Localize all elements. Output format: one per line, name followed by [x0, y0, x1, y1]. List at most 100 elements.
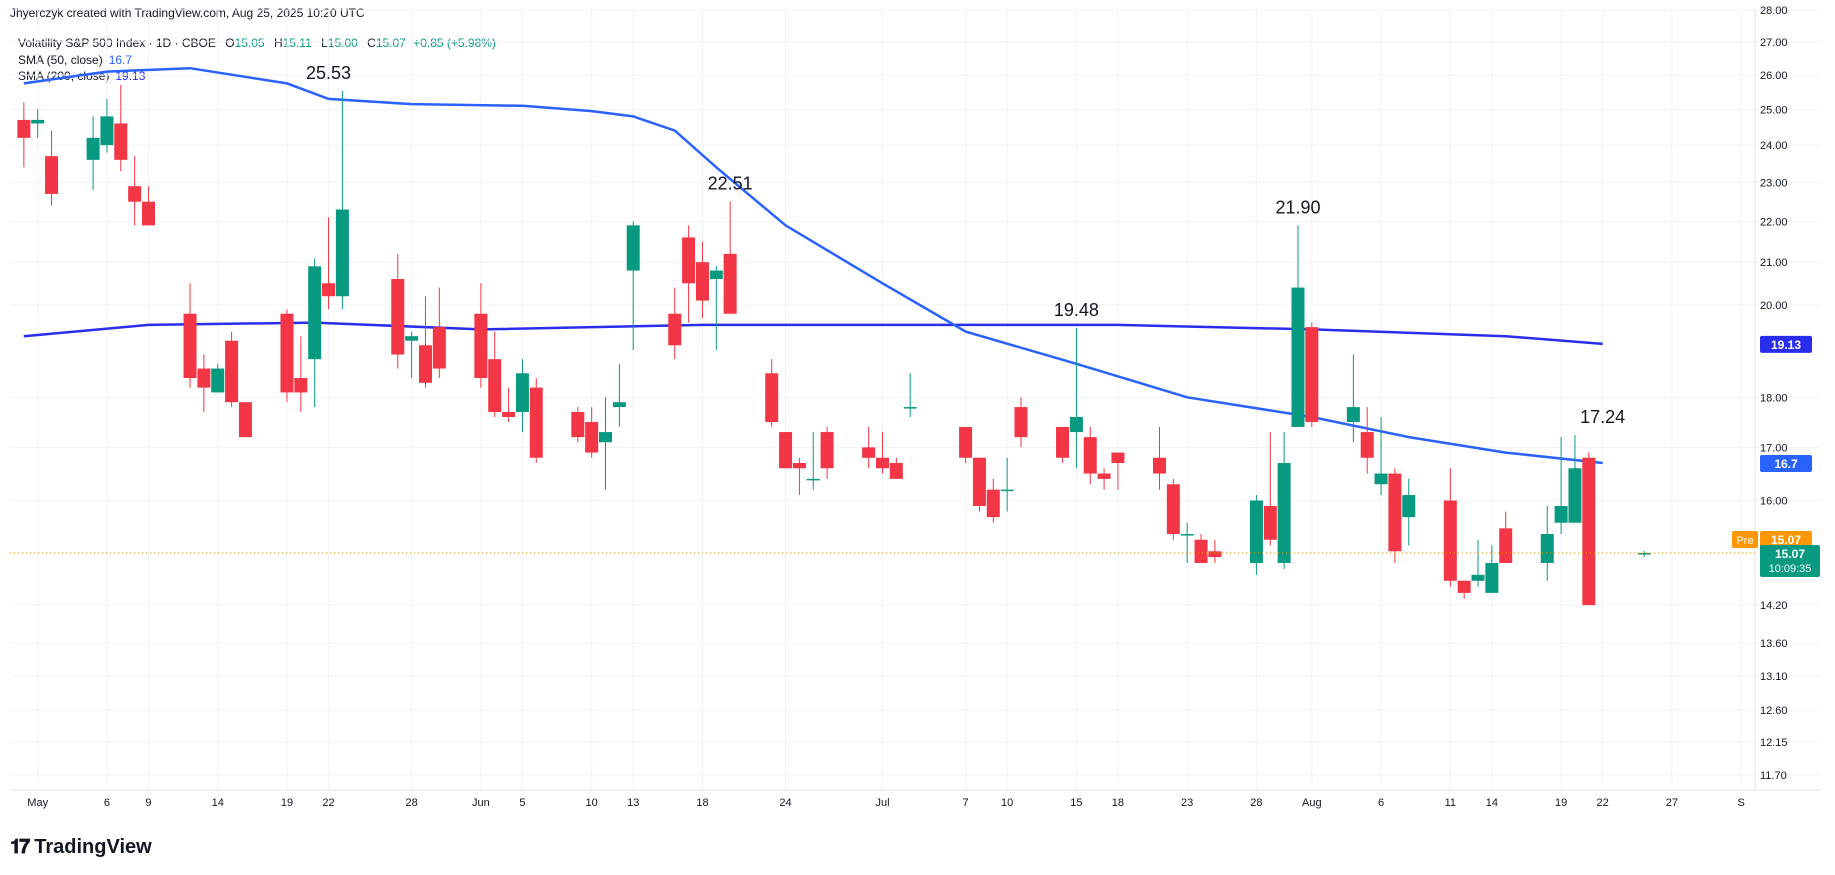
candle — [1014, 397, 1028, 448]
high-value: 15.11 — [282, 36, 312, 50]
candle-body — [1208, 551, 1222, 558]
x-tick-label: 6 — [104, 797, 110, 809]
candle — [335, 90, 349, 310]
candle-body — [308, 266, 322, 360]
x-tick-label: Jul — [875, 797, 889, 809]
candle — [308, 258, 322, 408]
candle — [779, 432, 793, 469]
candle-body — [1056, 427, 1070, 458]
sma200-legend[interactable]: SMA (200, close) 19.13 — [18, 69, 145, 83]
annotation-label: 21.90 — [1275, 197, 1320, 217]
candle — [86, 116, 100, 191]
x-tick-label: 28 — [406, 797, 418, 809]
x-tick-label: 24 — [779, 797, 791, 809]
candle-body — [211, 368, 225, 393]
candle — [571, 407, 585, 443]
candle — [1111, 452, 1125, 490]
tradingview-logo[interactable]: 𝟏𝟕 TradingView — [10, 836, 152, 859]
candle-body — [405, 336, 419, 341]
sma50-price-marker: 16.7 — [1774, 457, 1798, 471]
logo-text: TradingView — [34, 836, 152, 858]
candle — [280, 309, 294, 403]
candle — [1249, 495, 1263, 575]
candle — [529, 378, 543, 463]
x-tick-label: 6 — [1378, 797, 1384, 809]
x-tick-label: May — [27, 797, 48, 809]
candle-body — [322, 283, 336, 297]
candle-body — [876, 457, 889, 469]
y-tick-label: 20.00 — [1760, 300, 1788, 312]
candle — [1277, 432, 1291, 569]
sma50-line — [23, 66, 1603, 465]
candle — [1402, 478, 1416, 546]
last-price-value: 15.07 — [1775, 547, 1805, 561]
y-tick-label: 18.00 — [1760, 392, 1788, 404]
annotation-label: 25.53 — [306, 63, 351, 83]
x-tick-label: Aug — [1302, 797, 1322, 809]
pre-label-bg — [1732, 531, 1758, 549]
candle — [1388, 468, 1402, 563]
low-value: 15.00 — [327, 36, 358, 50]
candle-body — [238, 402, 252, 438]
sma200-value: 19.13 — [115, 69, 146, 83]
candle-body — [1069, 416, 1083, 433]
sma50-price-marker-bg — [1760, 454, 1812, 472]
candle-body — [820, 432, 834, 469]
candle — [1291, 225, 1305, 428]
y-tick-label: 21.00 — [1760, 257, 1788, 269]
candle-body — [1291, 287, 1305, 428]
candle-body — [1305, 327, 1319, 422]
candle-body — [626, 225, 640, 271]
candle-body — [1097, 473, 1111, 479]
change-value: +0.85 (+5.98%) — [413, 36, 496, 50]
candle — [972, 457, 986, 512]
candle-body — [418, 345, 432, 383]
x-tick-label: 14 — [212, 797, 224, 809]
sma200-label: SMA (200, close) — [18, 69, 110, 83]
close-label: C — [367, 36, 376, 50]
candle — [45, 130, 59, 206]
candle — [1374, 416, 1388, 496]
x-tick-label: 10 — [586, 797, 598, 809]
candle-body — [529, 387, 543, 458]
candle-body — [335, 209, 349, 297]
close-value: 15.07 — [375, 36, 406, 50]
candle-body — [1083, 437, 1097, 474]
candle-body — [17, 119, 31, 138]
candle — [391, 253, 405, 369]
x-tick-label: 11 — [1445, 797, 1456, 809]
symbol-legend: Volatility S&P 500 Index · 1D · CBOE O15… — [18, 36, 496, 50]
x-tick-label: 18 — [1112, 797, 1124, 809]
candle-body — [862, 447, 876, 458]
y-tick-label: 14.20 — [1760, 600, 1788, 612]
candle-body — [183, 313, 197, 379]
candle — [225, 331, 239, 408]
x-tick-label: 10 — [1001, 797, 1013, 809]
sma50-value: 16.7 — [108, 53, 133, 67]
y-tick-label: 26.00 — [1760, 70, 1788, 82]
candle — [1208, 539, 1222, 563]
open-value: 15.05 — [234, 36, 265, 50]
candle-body — [889, 462, 903, 479]
candle-body — [432, 327, 446, 369]
candle — [792, 457, 806, 496]
candle-body — [1194, 539, 1208, 563]
candle-body — [986, 489, 1000, 518]
candle — [1540, 506, 1554, 581]
sma50-legend[interactable]: SMA (50, close) 16.7 — [18, 53, 132, 67]
candle-body — [612, 402, 626, 408]
candle — [1263, 432, 1277, 546]
y-tick-label: 12.60 — [1760, 705, 1788, 717]
y-tick-label: 28.00 — [1760, 5, 1788, 17]
candle-body — [1485, 562, 1499, 593]
y-tick-label: 25.00 — [1760, 104, 1788, 116]
candle-body — [1540, 534, 1554, 563]
candle — [141, 186, 155, 226]
x-tick-label: 18 — [696, 797, 708, 809]
annotation-label: 19.48 — [1054, 300, 1099, 320]
candle-body — [128, 186, 142, 202]
y-tick-label: 22.00 — [1760, 216, 1788, 228]
x-tick-label: 5 — [519, 797, 525, 809]
candle-body — [972, 457, 986, 507]
